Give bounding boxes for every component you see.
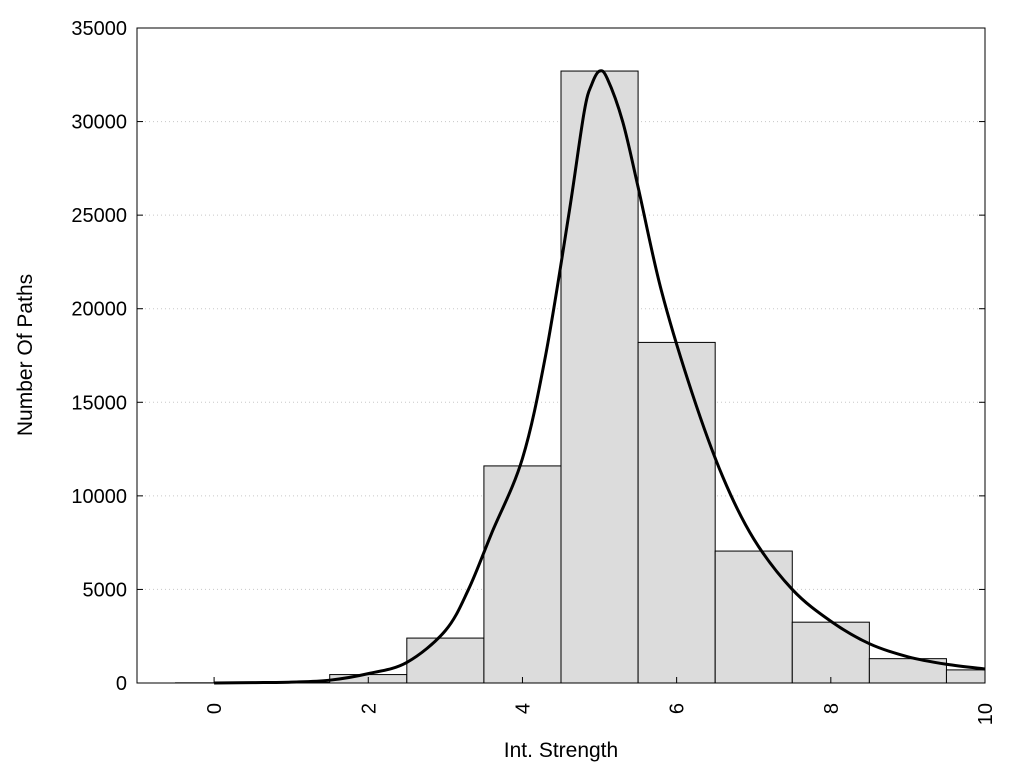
x-tick-label: 8 — [821, 703, 843, 714]
x-tick-label: 6 — [667, 703, 689, 714]
histogram-bar — [483, 465, 562, 684]
histogram-bar — [714, 550, 793, 684]
y-axis-ticks: 0 5000 10000 15000 20000 25000 30000 35000 — [71, 18, 985, 695]
histogram-bar — [791, 621, 870, 684]
x-axis-title: Int. Strength — [504, 739, 618, 762]
y-tick-label: 25000 — [71, 205, 127, 227]
x-tick-label: 4 — [512, 703, 534, 714]
fit-curve-layer — [214, 69, 986, 685]
y-tick-label: 20000 — [71, 299, 127, 321]
x-axis-ticks: 0 2 4 6 8 10 — [204, 677, 997, 725]
y-tick-label: 30000 — [71, 112, 127, 134]
fit-curve — [214, 69, 986, 685]
histogram-bar — [637, 341, 716, 684]
x-tick-label: 10 — [975, 703, 997, 725]
histogram-bars — [175, 70, 986, 684]
y-axis-title: Number Of Paths — [14, 274, 37, 436]
histogram-bar — [406, 637, 485, 684]
histogram-bar — [945, 669, 986, 684]
y-tick-label: 5000 — [83, 579, 128, 601]
y-tick-label: 15000 — [71, 392, 127, 414]
histogram-bar — [560, 70, 639, 684]
y-tick-label: 10000 — [71, 486, 127, 508]
y-tick-label: 0 — [116, 673, 127, 695]
x-tick-label: 0 — [204, 703, 226, 714]
plot-frame — [136, 27, 986, 684]
y-tick-label: 35000 — [71, 18, 127, 40]
x-tick-label: 2 — [358, 703, 380, 714]
